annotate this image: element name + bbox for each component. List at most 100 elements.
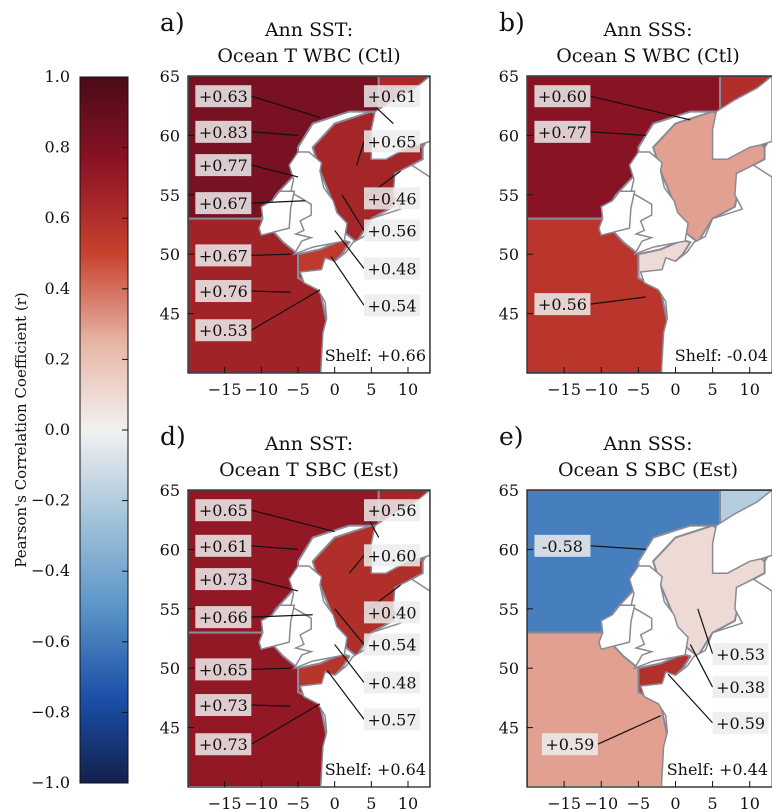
correlation-label: +0.40 bbox=[367, 603, 416, 622]
panel-title-line2: Ocean T WBC (Ctl) bbox=[217, 45, 400, 67]
label-box bbox=[195, 534, 252, 557]
label-box bbox=[364, 257, 420, 280]
land-gb bbox=[288, 565, 348, 670]
x-tick-label: 5 bbox=[708, 794, 718, 810]
colorbar-tick-label: 0.0 bbox=[45, 420, 70, 439]
label-leader-line bbox=[251, 614, 313, 618]
label-box bbox=[195, 120, 252, 143]
correlation-label: +0.38 bbox=[716, 678, 765, 697]
x-tick-label: −10 bbox=[244, 380, 278, 399]
label-leader-line bbox=[334, 608, 365, 645]
y-tick-label: 45 bbox=[160, 305, 180, 324]
correlation-label: +0.67 bbox=[199, 246, 248, 265]
x-tick-label: −15 bbox=[208, 380, 242, 399]
label-box bbox=[195, 658, 252, 681]
x-tick-label: −5 bbox=[627, 794, 651, 810]
colorbar-tick-label: 0.8 bbox=[45, 138, 70, 157]
label-box bbox=[195, 192, 252, 215]
label-box bbox=[534, 85, 591, 108]
y-tick-label: 65 bbox=[499, 67, 519, 86]
correlation-label: +0.76 bbox=[199, 282, 248, 301]
y-tick-label: 65 bbox=[160, 481, 180, 500]
label-box bbox=[195, 733, 252, 756]
map-frame bbox=[526, 489, 772, 788]
correlation-label: +0.67 bbox=[199, 194, 248, 213]
label-box bbox=[534, 293, 591, 316]
label-box bbox=[364, 671, 420, 694]
land-gb bbox=[628, 151, 689, 256]
map-area bbox=[527, 76, 772, 373]
label-box bbox=[712, 642, 769, 665]
label-leader-line bbox=[334, 230, 365, 269]
x-tick-label: 0 bbox=[330, 794, 340, 810]
correlation-label: +0.65 bbox=[199, 660, 248, 679]
label-leader-line bbox=[251, 545, 299, 550]
x-tick-label: 0 bbox=[330, 380, 340, 399]
panel-title-line2: Ocean S WBC (Ctl) bbox=[556, 45, 740, 67]
land-eu bbox=[639, 578, 772, 786]
label-box bbox=[195, 499, 252, 522]
x-tick-label: −5 bbox=[286, 794, 310, 810]
land-eu bbox=[639, 164, 772, 373]
correlation-label: -0.58 bbox=[542, 537, 583, 556]
correlation-label: +0.48 bbox=[367, 259, 416, 278]
y-tick-label: 50 bbox=[499, 659, 519, 678]
x-tick-label: 10 bbox=[740, 794, 760, 810]
label-box bbox=[364, 85, 420, 108]
label-leader-line bbox=[330, 256, 365, 306]
correlation-label: +0.77 bbox=[538, 123, 587, 142]
correlation-label: +0.73 bbox=[199, 570, 248, 589]
label-box bbox=[195, 319, 252, 342]
y-tick-label: 65 bbox=[160, 67, 180, 86]
colorbar-tick-label: −0.8 bbox=[31, 702, 70, 721]
correlation-label: +0.66 bbox=[199, 608, 248, 627]
x-tick-label: 5 bbox=[366, 794, 376, 810]
panel-title-line2: Ocean S SBC (Est) bbox=[558, 459, 738, 481]
correlation-label: +0.61 bbox=[367, 87, 416, 106]
correlation-label: +0.73 bbox=[199, 735, 248, 754]
x-tick-label: −15 bbox=[547, 794, 581, 810]
panel-b: b) Ann SSS: Ocean S WBC (Ctl) +0.60 +0.77 +0.… bbox=[499, 8, 772, 399]
correlation-label: +0.57 bbox=[367, 710, 416, 729]
y-tick-label: 50 bbox=[160, 659, 180, 678]
panel-title-line1: Ann SSS: bbox=[602, 433, 692, 455]
label-box bbox=[195, 244, 252, 267]
land-ie bbox=[598, 604, 636, 651]
label-box bbox=[195, 85, 252, 108]
label-leader-line bbox=[356, 141, 365, 166]
panel-e: e) Ann SSS: Ocean S SBC (Est) -0.58 +0.53 +0.… bbox=[499, 422, 772, 810]
label-box bbox=[364, 294, 420, 317]
correlation-label: +0.61 bbox=[199, 537, 248, 556]
y-tick-label: 60 bbox=[160, 126, 180, 145]
colorbar-tick-label: −0.2 bbox=[31, 491, 70, 510]
label-box bbox=[195, 154, 252, 177]
map-frame bbox=[526, 75, 772, 374]
correlation-label: +0.77 bbox=[199, 156, 248, 175]
shelf-label: Shelf: -0.04 bbox=[675, 346, 768, 365]
x-tick-label: −5 bbox=[286, 380, 310, 399]
x-tick-label: 0 bbox=[670, 794, 680, 810]
land-no bbox=[711, 490, 772, 574]
label-box bbox=[712, 676, 769, 699]
x-tick-label: −10 bbox=[584, 794, 618, 810]
colorbar-tick-label: −0.6 bbox=[31, 632, 70, 651]
label-leader-line bbox=[251, 290, 291, 293]
y-tick-label: 55 bbox=[160, 186, 180, 205]
x-tick-label: −10 bbox=[244, 794, 278, 810]
label-leader-line bbox=[251, 200, 306, 204]
shelf-label: Shelf: +0.44 bbox=[667, 760, 768, 779]
label-leader-line bbox=[251, 704, 291, 707]
land-no bbox=[711, 76, 772, 160]
y-tick-label: 50 bbox=[499, 245, 519, 264]
label-leader-line bbox=[251, 289, 321, 331]
colorbar-gradient bbox=[79, 76, 129, 784]
colorbar-tick-label: −1.0 bbox=[31, 773, 70, 792]
label-leader-line bbox=[251, 703, 321, 745]
x-tick-label: −10 bbox=[584, 380, 618, 399]
label-leader-line bbox=[667, 673, 714, 724]
correlation-label: +0.56 bbox=[538, 295, 587, 314]
label-box bbox=[364, 601, 420, 624]
y-tick-label: 45 bbox=[160, 719, 180, 738]
x-tick-label: 5 bbox=[708, 380, 718, 399]
correlation-label: +0.65 bbox=[367, 132, 416, 151]
